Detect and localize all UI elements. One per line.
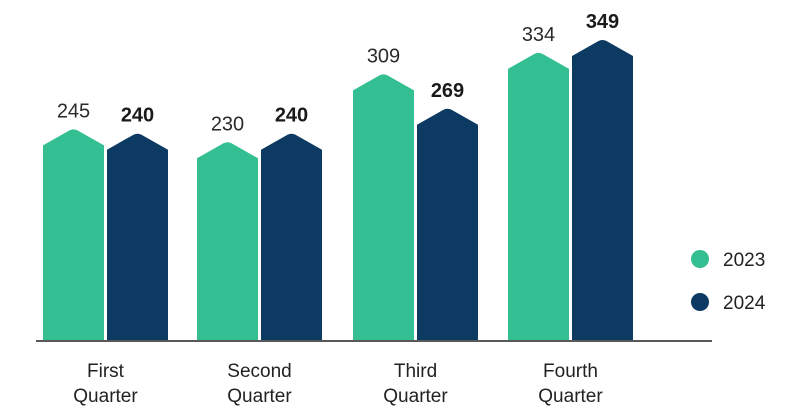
value-label-2024-1: 240 xyxy=(275,105,308,127)
value-label-2024-0: 240 xyxy=(121,105,154,127)
bar-2024-0 xyxy=(107,133,168,340)
category-label-3-line-1: Quarter xyxy=(538,386,603,407)
bar-2023-1 xyxy=(197,142,258,340)
category-label-2-line-1: Quarter xyxy=(383,386,448,407)
value-label-2023-3: 334 xyxy=(522,24,555,46)
legend: 2023 2024 xyxy=(691,250,766,314)
category-label-1-line-0: Second xyxy=(227,361,291,382)
bar-2024-1 xyxy=(261,133,322,340)
bar-2023-3 xyxy=(508,52,569,340)
legend-label-2023: 2023 xyxy=(723,250,765,271)
value-label-2023-2: 309 xyxy=(367,45,400,67)
value-labels-group: 245 240 230 240 309 269 334 349 xyxy=(57,11,619,135)
legend-marker-2023 xyxy=(691,250,709,268)
value-label-2023-0: 245 xyxy=(57,100,90,122)
category-label-3-line-0: Fourth xyxy=(543,361,598,382)
bar-2024-3 xyxy=(572,40,633,340)
category-labels-group: First Quarter Second Quarter Third Quarter Fou… xyxy=(73,361,603,407)
category-label-1-line-1: Quarter xyxy=(227,386,292,407)
bars-group xyxy=(43,40,633,340)
category-label-2-line-0: Third xyxy=(394,361,437,382)
category-label-0-line-1: Quarter xyxy=(73,386,138,407)
legend-label-2024: 2024 xyxy=(723,293,766,314)
value-label-2024-3: 349 xyxy=(586,11,619,33)
legend-marker-2024 xyxy=(691,293,709,311)
bar-2024-2 xyxy=(417,108,478,340)
bar-2023-0 xyxy=(43,129,104,340)
value-label-2024-2: 269 xyxy=(431,80,464,102)
value-label-2023-1: 230 xyxy=(211,113,244,135)
category-label-0-line-0: First xyxy=(87,361,125,382)
bar-2023-2 xyxy=(353,74,414,340)
